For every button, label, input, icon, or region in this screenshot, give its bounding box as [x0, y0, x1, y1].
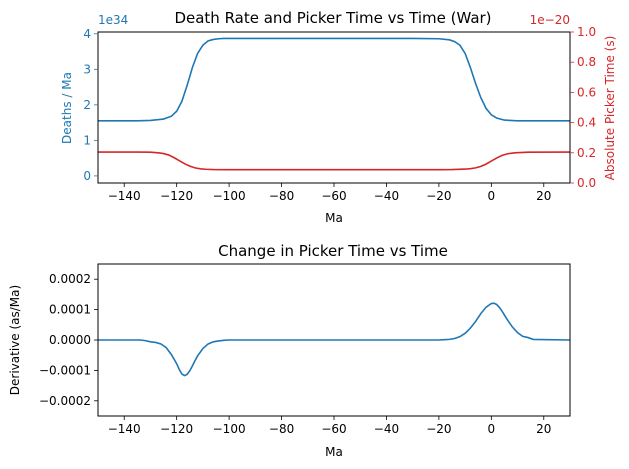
bottom-x-tick-label: −40 [374, 422, 399, 436]
top-right-y-axis: 0.0 0.2 0.4 0.6 0.8 1.0 [570, 25, 596, 190]
bottom-y-tick-label: 0.0002 [49, 272, 91, 286]
top-right-offset-text: 1e−20 [530, 13, 570, 27]
bottom-x-tick-label: −100 [213, 422, 246, 436]
bottom-y-axis: −0.0002 −0.0001 0.0000 0.0001 0.0002 [39, 272, 98, 408]
top-left-y-tick-label: 3 [83, 62, 91, 76]
top-x-tick-label: −80 [269, 189, 294, 203]
bottom-x-tick-label: −140 [108, 422, 141, 436]
top-plot-area [98, 37, 571, 171]
top-chart: Death Rate and Picker Time vs Time (War)… [60, 9, 617, 225]
top-x-tick-label: −20 [426, 189, 451, 203]
bottom-y-axis-label: Derivative (as/Ma) [8, 285, 22, 395]
bottom-series-line-derivative [98, 302, 571, 377]
bottom-chart-title: Change in Picker Time vs Time [218, 242, 448, 260]
top-series-line-picker-time [98, 151, 571, 171]
top-chart-title: Death Rate and Picker Time vs Time (War) [174, 9, 491, 27]
top-x-axis-label: Ma [325, 211, 343, 225]
bottom-x-axis-label: Ma [325, 445, 343, 459]
bottom-y-tick-label: 0.0000 [49, 333, 91, 347]
top-x-axis: −140 −120 −100 −80 −60 −40 −20 0 20 [108, 183, 551, 203]
top-right-y-tick-label: 0.8 [577, 55, 596, 69]
top-left-y-tick-label: 0 [83, 169, 91, 183]
top-x-tick-label: −100 [213, 189, 246, 203]
bottom-chart: Change in Picker Time vs Time −140 −120 −1… [8, 242, 571, 459]
bottom-x-tick-label: −20 [426, 422, 451, 436]
bottom-y-tick-label: −0.0002 [39, 394, 91, 408]
top-left-offset-text: 1e34 [98, 13, 128, 27]
top-left-y-tick-label: 1 [83, 133, 91, 147]
top-right-y-tick-label: 0.6 [577, 85, 596, 99]
top-left-y-tick-label: 2 [83, 98, 91, 112]
top-left-y-axis-label: Deaths / Ma [60, 72, 74, 144]
top-series-line-deaths [98, 37, 570, 122]
top-x-tick-label: 20 [536, 189, 551, 203]
top-right-y-tick-label: 1.0 [577, 25, 596, 39]
bottom-x-tick-label: −80 [269, 422, 294, 436]
bottom-x-tick-label: 0 [488, 422, 496, 436]
top-right-y-tick-label: 0.2 [577, 146, 596, 160]
top-right-y-tick-label: 0.0 [577, 176, 596, 190]
top-left-y-tick-label: 4 [83, 27, 91, 41]
top-x-tick-label: −40 [374, 189, 399, 203]
bottom-plot-area [98, 302, 571, 377]
top-right-y-tick-label: 0.4 [577, 116, 596, 130]
bottom-y-tick-label: 0.0001 [49, 303, 91, 317]
bottom-y-tick-label: −0.0001 [39, 363, 91, 377]
top-x-tick-label: −120 [160, 189, 193, 203]
top-x-tick-label: 0 [488, 189, 496, 203]
top-right-y-axis-label: Absolute Picker Time (s) [603, 36, 617, 181]
top-x-tick-label: −60 [321, 189, 346, 203]
top-x-tick-label: −140 [108, 189, 141, 203]
top-left-y-axis: 0 1 2 3 4 [83, 27, 98, 183]
bottom-x-tick-label: −120 [160, 422, 193, 436]
bottom-x-tick-label: −60 [321, 422, 346, 436]
bottom-x-axis: −140 −120 −100 −80 −60 −40 −20 0 20 [108, 416, 551, 436]
bottom-x-tick-label: 20 [536, 422, 551, 436]
